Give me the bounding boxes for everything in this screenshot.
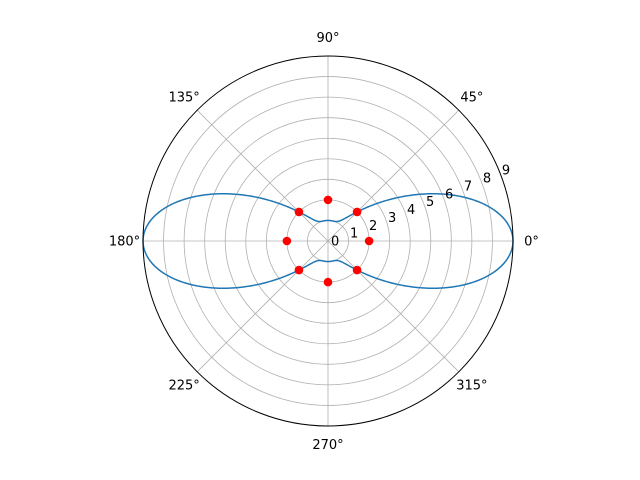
r-gridline-5 — [224, 137, 432, 345]
r-tick-label-0: 0 — [331, 235, 339, 250]
theta-tick-label-0: 0° — [524, 235, 539, 250]
r-tick-label-6: 6 — [445, 187, 453, 202]
r-gridline-7 — [183, 96, 473, 386]
scatter-point-1 — [352, 207, 362, 217]
theta-tick-label-5: 225° — [168, 378, 199, 393]
scatter-point-5 — [294, 265, 304, 275]
series-layer — [142, 193, 514, 289]
r-gridline-3 — [265, 178, 391, 304]
scatter-point-3 — [294, 207, 304, 217]
theta-gridline-1 — [327, 109, 460, 242]
scatter-point-0 — [364, 236, 374, 246]
theta-tick-label-1: 45° — [460, 91, 483, 106]
r-tick-label-9: 9 — [502, 164, 510, 179]
r-gridline-6 — [204, 117, 452, 365]
spine-layer — [142, 55, 514, 427]
scatter-point-6 — [323, 277, 333, 287]
r-gridline-8 — [163, 76, 493, 406]
theta-tick-label-7: 315° — [456, 378, 487, 393]
theta-tick-label-6: 270° — [312, 438, 343, 453]
theta-gridline-5 — [196, 240, 329, 373]
r-gridline-4 — [245, 158, 411, 324]
polar-spine — [142, 55, 514, 427]
r-tick-label-4: 4 — [407, 203, 415, 218]
r-tick-label-7: 7 — [464, 179, 472, 194]
r-tick-label-3: 3 — [388, 211, 396, 226]
theta-tick-label-4: 180° — [109, 235, 140, 250]
grid-layer — [143, 56, 513, 426]
r-tick-label-8: 8 — [483, 172, 491, 187]
theta-gridline-7 — [327, 240, 460, 373]
theta-tick-label-3: 135° — [168, 91, 199, 106]
scatter-point-4 — [282, 236, 292, 246]
r-tick-label-2: 2 — [369, 219, 377, 234]
r-tick-label-1: 1 — [350, 227, 358, 242]
theta-gridline-3 — [196, 109, 329, 242]
r-tick-label-5: 5 — [426, 195, 434, 210]
scatter-point-2 — [323, 195, 333, 205]
theta-tick-label-2: 90° — [316, 31, 339, 46]
scatter-point-7 — [352, 265, 362, 275]
